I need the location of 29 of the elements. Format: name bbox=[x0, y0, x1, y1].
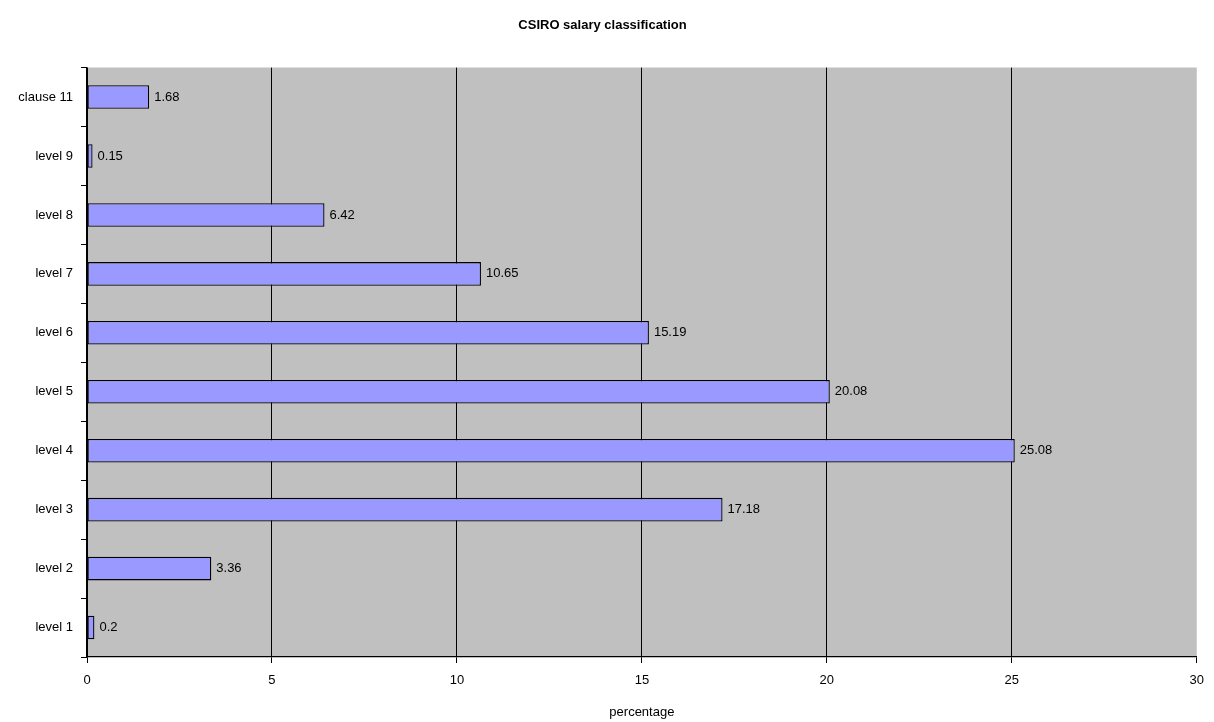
y-tick-label: level 8 bbox=[35, 206, 73, 222]
data-label: 1.68 bbox=[154, 88, 180, 104]
data-label: 6.42 bbox=[329, 206, 355, 222]
x-tick-label: 10 bbox=[449, 672, 465, 688]
data-label: 17.18 bbox=[727, 501, 761, 517]
data-label: 3.36 bbox=[216, 560, 242, 576]
data-label: 10.65 bbox=[485, 265, 519, 281]
x-tick-label: 20 bbox=[819, 672, 835, 688]
chart-title: CSIRO salary classification bbox=[518, 17, 687, 33]
y-tick-label: level 2 bbox=[35, 560, 73, 576]
x-tick-label: 0 bbox=[83, 672, 91, 688]
data-label: 0.15 bbox=[97, 147, 123, 163]
y-tick-label: level 4 bbox=[35, 442, 73, 458]
y-tick-label: clause 11 bbox=[18, 88, 73, 104]
y-tick-label: level 6 bbox=[35, 324, 73, 340]
x-tick-label: 25 bbox=[1004, 672, 1020, 688]
x-tick-label: 15 bbox=[634, 672, 650, 688]
y-tick-label: level 7 bbox=[35, 265, 73, 281]
y-tick-label: level 5 bbox=[35, 383, 73, 399]
x-axis-title: percentage bbox=[609, 703, 675, 719]
data-label: 20.08 bbox=[834, 383, 868, 399]
x-tick-label: 5 bbox=[268, 672, 276, 688]
y-tick-label: level 9 bbox=[35, 147, 73, 163]
y-tick-label: level 3 bbox=[35, 501, 73, 517]
y-tick-label: level 1 bbox=[35, 619, 73, 635]
data-label: 25.08 bbox=[1019, 442, 1053, 458]
data-label: 0.2 bbox=[99, 619, 118, 635]
data-label: 15.19 bbox=[653, 324, 687, 340]
x-tick-label: 30 bbox=[1189, 672, 1204, 688]
